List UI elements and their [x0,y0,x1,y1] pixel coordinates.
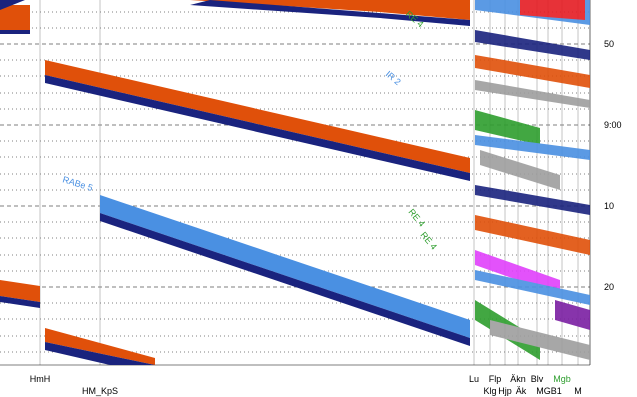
station-label: HM_KpS [82,386,118,396]
time-label: 9:00 [604,120,622,130]
train-label: RE 4 [418,230,439,252]
dense-area [475,0,590,360]
station-label: Blv [531,374,544,384]
station-label: Äk [516,386,527,396]
station-label: HmH [30,374,51,384]
train-bands [0,0,470,365]
time-label: 50 [604,39,614,49]
station-label: Äkn [510,374,526,384]
time-axis: 50 9:00 10 20 [604,39,622,292]
station-label: MGB1 [536,386,562,396]
train-label: RABe 5 [61,174,94,193]
station-label: Hjp [498,386,512,396]
station-label: Mgb [553,374,571,384]
station-label: M [574,386,582,396]
train-label: IR 2 [384,69,403,87]
station-label: Klg [483,386,496,396]
train-label: RE 4 [406,207,427,229]
station-labels: HmH Lu Flp Äkn Blv Mgb HM_KpS Klg Hjp Äk… [30,374,582,396]
time-label: 20 [604,282,614,292]
station-label: Lu [469,374,479,384]
station-label: Flp [489,374,502,384]
time-label: 10 [604,201,614,211]
